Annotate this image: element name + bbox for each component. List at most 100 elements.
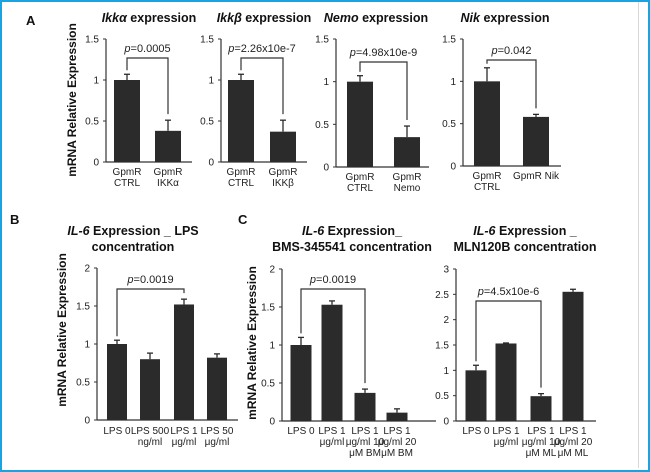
chart-1-p-value: p=0.0005 — [123, 43, 170, 55]
chart-5-ytick-label: 0 — [84, 416, 90, 427]
chart-7-title: IL-6 Expression _ — [473, 224, 578, 238]
chart-7-p-number: =4.5x10e-6 — [484, 286, 539, 298]
chart-2-significance-bracket — [240, 57, 284, 115]
chart-7-title-gene: IL-6 — [473, 224, 496, 238]
chart-4-p-symbol: p — [490, 45, 497, 57]
chart-3-category-label: CTRL — [347, 183, 374, 194]
chart-1-p-number: =0.0005 — [131, 43, 171, 55]
chart-6-ytick-label: 2 — [269, 265, 275, 276]
chart-4-significance-bracket — [486, 59, 537, 109]
chart-3-category-label: GpmR — [393, 172, 422, 183]
chart-3-bar — [394, 137, 420, 167]
chart-5-ytick-label: 1.5 — [76, 302, 90, 313]
chart-5-category-label: μg/ml — [172, 437, 197, 448]
chart-7-title-rest: Expression _ — [495, 224, 577, 238]
chart-3-significance-bracket — [359, 61, 408, 121]
chart-4-ytick-label: 1 — [450, 77, 456, 88]
chart-7-bar — [495, 343, 517, 421]
chart-5-category-label: LPS 0 — [103, 426, 131, 437]
chart-3-title-rest: expression — [359, 11, 428, 25]
chart-6-p-symbol: p — [309, 274, 316, 286]
chart-7-ytick-label: 1 — [443, 366, 449, 377]
chart-1-ytick-label: 1 — [93, 76, 99, 87]
chart-6-ylabel: mRNA Relative Expression — [245, 266, 259, 420]
chart-1-category-label: CTRL — [114, 178, 141, 189]
chart-7-category-label: LPS 1 — [559, 426, 587, 437]
chart-2-p-value: p=2.26x10e-7 — [227, 43, 296, 55]
chart-5-bar — [107, 344, 127, 420]
chart-4-p-number: =0.042 — [498, 45, 532, 57]
chart-4-ytick-label: 1.5 — [442, 35, 456, 46]
chart-1-bar — [114, 80, 140, 162]
chart-6-ytick-label: 0.5 — [261, 379, 275, 390]
chart-4-category-label: CTRL — [474, 182, 501, 193]
chart-7-p-symbol: p — [477, 286, 484, 298]
chart-5-p-number: =0.0019 — [134, 274, 174, 286]
chart-7-category-label: LPS 1 — [492, 426, 520, 437]
panel-label-b: B — [10, 212, 19, 227]
chart-6-bar — [354, 392, 376, 421]
chart-5-category-label: μg/ml — [205, 437, 230, 448]
chart-3-category-label: GpmR — [346, 172, 375, 183]
chart-6-p-number: =0.0019 — [316, 274, 356, 286]
chart-3-p-symbol: p — [349, 47, 356, 59]
chart-7-category-label: μg/ml 20 — [554, 437, 593, 448]
chart-6-significance-bracket — [300, 288, 366, 384]
chart-1-ylabel: mRNA Relative Expression — [65, 23, 79, 177]
chart-7-ytick-label: 1.5 — [435, 341, 449, 352]
chart-4-bar — [523, 116, 549, 166]
chart-5-significance-bracket — [116, 288, 185, 337]
chart-6-title-gene: IL-6 — [302, 224, 325, 238]
chart-4-title: Nik expression — [461, 11, 550, 25]
chart-6-title-line2: BMS-345541 concentration — [272, 240, 432, 254]
chart-6-p-value: p=0.0019 — [309, 274, 356, 286]
chart-1-title: Ikkα expression — [102, 11, 197, 25]
chart-5-title: IL-6 Expression _ LPS — [67, 224, 198, 238]
chart-1-title-gene: Ikkα — [102, 11, 128, 25]
chart-2-title-gene: Ikkβ — [217, 11, 242, 25]
chart-3-bar — [347, 81, 373, 167]
chart-3-p-value: p=4.98x10e-9 — [349, 47, 418, 59]
chart-1-category-label: IKKα — [157, 178, 179, 189]
chart-7-p-value: p=4.5x10e-6 — [477, 286, 539, 298]
chart-1-p-symbol: p — [123, 43, 130, 55]
chart-2-bar — [270, 131, 296, 162]
chart-6-ytick-label: 1 — [269, 341, 275, 352]
chart-7-ytick-label: 2.5 — [435, 290, 449, 301]
chart-4-category-label: GpmR Nik — [513, 171, 560, 182]
chart-5-title-line2: concentration — [92, 240, 175, 254]
chart-7-bar — [465, 370, 487, 421]
chart-4-title-gene: Nik — [461, 11, 482, 25]
chart-2-ytick-label: 0 — [208, 158, 214, 169]
chart-4-ytick-label: 0 — [450, 162, 456, 173]
chart-2-title: Ikkβ expression — [217, 11, 312, 25]
chart-2-category-label: IKKβ — [272, 178, 294, 189]
chart-6-category-label: LPS 1 — [383, 426, 411, 437]
chart-2-category-label: GpmR — [227, 167, 256, 178]
chart-6-category-label: LPS 1 — [351, 426, 379, 437]
chart-6-category-label: μM BM — [381, 448, 413, 459]
chart-6-bar — [290, 345, 312, 421]
chart-1-title-rest: expression — [127, 11, 196, 25]
chart-5-bar — [140, 359, 160, 420]
chart-5-ylabel: mRNA Relative Expression — [55, 253, 69, 407]
chart-7-ytick-label: 0 — [443, 417, 449, 428]
chart-5-category-label: LPS 500 — [131, 426, 170, 437]
chart-7-category-label: LPS 1 — [527, 426, 555, 437]
chart-6-bar — [321, 304, 343, 421]
chart-3-p-number: =4.98x10e-9 — [356, 47, 417, 59]
chart-7-ytick-label: 2 — [443, 315, 449, 326]
chart-1-ytick-label: 0.5 — [85, 117, 99, 128]
chart-4-ytick-label: 0.5 — [442, 119, 456, 130]
chart-6-title: IL-6 Expression_ — [302, 224, 403, 238]
chart-7-bar — [562, 291, 584, 421]
chart-5-p-value: p=0.0019 — [126, 274, 173, 286]
panel-label-c: C — [238, 212, 248, 227]
chart-5-ytick-label: 0.5 — [76, 378, 90, 389]
chart-2-category-label: GpmR — [269, 167, 298, 178]
chart-7-ytick-label: 3 — [443, 265, 449, 276]
chart-5-category-label: LPS 1 — [170, 426, 198, 437]
chart-4-title-rest: expression — [480, 11, 549, 25]
chart-4-p-value: p=0.042 — [490, 45, 531, 57]
